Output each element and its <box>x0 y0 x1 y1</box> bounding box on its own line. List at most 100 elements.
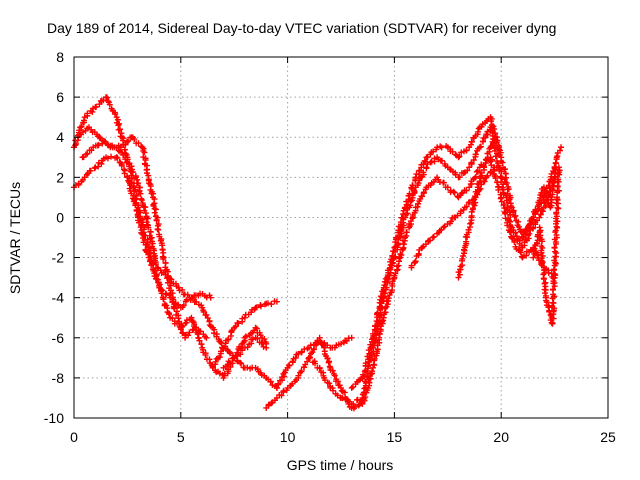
data-point-trail <box>550 183 557 190</box>
data-point-trail <box>330 387 337 394</box>
data-point-trail <box>477 143 484 150</box>
data-point-trail <box>553 209 560 216</box>
data-point <box>207 294 214 301</box>
data-point-trail <box>125 138 132 145</box>
data-point <box>370 364 377 371</box>
data-point-trail <box>275 380 282 387</box>
data-point-trail <box>141 149 148 156</box>
data-point-trail <box>550 275 557 282</box>
data-point <box>440 224 447 231</box>
data-point-trail <box>212 358 219 365</box>
data-point-trail <box>106 101 113 108</box>
data-point-trail <box>447 218 454 225</box>
data-point-trail <box>93 103 100 110</box>
data-point-trail <box>472 174 479 181</box>
y-axis-label: SDTVAR / TECUs <box>7 182 23 294</box>
data-point-trail <box>531 245 538 252</box>
data-point-trail <box>228 328 235 335</box>
data-point-trail <box>120 166 127 173</box>
data-point-trail <box>460 253 467 260</box>
data-point <box>530 214 537 221</box>
data-point-trail <box>151 209 158 216</box>
data-point-trail <box>492 175 499 182</box>
data-point-trail <box>556 167 563 174</box>
data-point <box>419 244 426 251</box>
data-point-trail <box>440 179 447 186</box>
y-tick-label: -10 <box>44 410 64 426</box>
data-point-trail <box>498 198 505 205</box>
x-tick-label: 0 <box>70 429 78 445</box>
data-point <box>263 340 270 347</box>
data-point-trail <box>553 232 560 239</box>
data-point-trail <box>180 302 187 309</box>
data-point-trail <box>512 229 519 236</box>
data-point-trail <box>495 146 502 153</box>
data-point-trail <box>503 180 510 187</box>
data-point <box>508 204 515 211</box>
data-point-trail <box>488 118 495 125</box>
y-tick-label: -8 <box>52 370 65 386</box>
x-tick-label: 20 <box>493 429 509 445</box>
data-point-trail <box>88 147 95 154</box>
data-point-trail <box>360 371 367 378</box>
data-point-trail <box>372 322 379 329</box>
data-point-trail <box>153 217 160 224</box>
data-point <box>429 234 436 241</box>
data-point-trail <box>482 134 489 141</box>
data-point <box>188 314 195 321</box>
y-tick-label: 0 <box>56 209 64 225</box>
data-point-trail <box>458 149 465 156</box>
data-point-trail <box>116 126 123 133</box>
data-point-trail <box>137 224 144 231</box>
y-tick-label: 8 <box>56 49 64 65</box>
data-point-trail <box>388 256 395 263</box>
data-point <box>182 334 189 341</box>
data-point-trail <box>118 162 125 169</box>
data-point <box>154 264 161 271</box>
data-point-trail <box>319 341 326 348</box>
data-point-trail <box>430 233 437 240</box>
data-point-trail <box>177 326 184 333</box>
data-point-trail <box>551 257 558 264</box>
data-point-trail <box>362 378 369 385</box>
data-point-trail <box>316 365 323 372</box>
data-point-trail <box>454 212 461 219</box>
data-point-trail <box>412 258 419 265</box>
data-point-trail <box>459 255 466 262</box>
data-point-trail <box>394 234 401 241</box>
data-point <box>92 164 99 171</box>
data-point-trail <box>138 197 145 204</box>
data-point-trail <box>354 396 361 403</box>
data-point <box>192 324 199 331</box>
data-point-trail <box>374 310 381 317</box>
x-tick-label: 10 <box>280 429 296 445</box>
data-point-trail <box>549 178 556 185</box>
data-point-trail <box>515 223 522 230</box>
data-point-trail <box>362 360 369 367</box>
data-point-trail <box>133 180 140 187</box>
data-point-trail <box>100 97 107 104</box>
data-point-trail <box>489 138 496 145</box>
series-track-12 <box>455 134 500 281</box>
data-point-trail <box>268 400 275 407</box>
data-point-trail <box>147 228 154 235</box>
data-point <box>519 234 526 241</box>
series-track-13 <box>530 164 563 327</box>
data-point <box>391 244 398 251</box>
data-point-trail <box>408 262 415 269</box>
data-point-trail <box>549 286 556 293</box>
data-point-trail <box>438 144 445 151</box>
data-point <box>96 134 103 141</box>
data-point-trail <box>162 271 169 278</box>
series-track-9 <box>305 154 558 412</box>
data-point-trail <box>202 352 209 359</box>
data-point <box>338 384 344 391</box>
data-point-trail <box>160 296 167 303</box>
data-point-trail <box>409 182 416 189</box>
data-point-trail <box>232 352 239 359</box>
data-points <box>71 94 565 412</box>
data-point-trail <box>526 230 533 237</box>
data-point-trail <box>386 265 393 272</box>
data-point-trail <box>289 359 296 366</box>
